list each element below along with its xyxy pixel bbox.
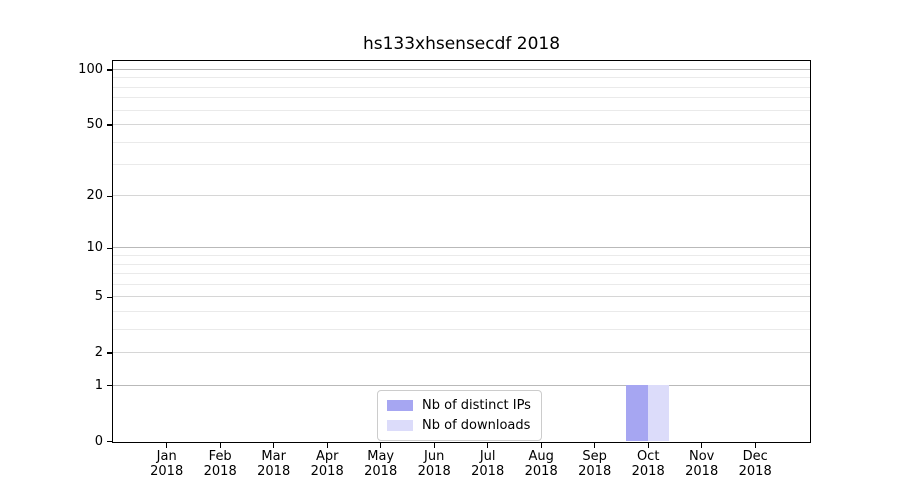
y-tick-label: 1	[94, 377, 103, 393]
x-tick-year: 2018	[417, 464, 451, 479]
gridlines-layer	[113, 61, 810, 442]
gridline-minor	[113, 86, 810, 88]
x-tick-year: 2018	[524, 464, 558, 479]
bar-downloads	[647, 385, 670, 441]
y-tick-mark	[107, 69, 112, 71]
x-tick-mark	[487, 443, 489, 448]
y-tick-mark	[107, 247, 112, 250]
x-tick-month: Nov	[689, 449, 715, 464]
x-tick-year: 2018	[738, 464, 772, 479]
x-tick-month: Oct	[636, 449, 660, 464]
x-tick-label: Dec 2018	[739, 449, 772, 479]
y-tick-label: 100	[78, 62, 103, 77]
x-tick-month: Feb	[208, 449, 232, 464]
x-tick-month: Aug	[528, 449, 554, 464]
bars-layer	[113, 61, 810, 442]
x-tick-mark	[647, 443, 649, 448]
x-tick-month: Jul	[479, 449, 496, 464]
x-tick-label: Nov 2018	[685, 449, 718, 479]
legend-entry-downloads: Nb of downloads	[387, 418, 531, 433]
x-tick-mark	[594, 443, 596, 448]
gridline-minor	[113, 283, 810, 285]
x-tick-year: 2018	[150, 464, 184, 479]
x-tick-label: Feb 2018	[204, 449, 237, 479]
gridline-minor	[113, 164, 810, 166]
x-tick-year: 2018	[631, 464, 665, 479]
x-tick-mark	[219, 443, 221, 448]
bar-distinct-ips	[626, 385, 648, 441]
x-tick-label: Mar 2018	[257, 449, 290, 479]
x-tick-mark	[701, 443, 703, 448]
x-tick-year: 2018	[364, 464, 398, 479]
x-tick-year: 2018	[578, 464, 612, 479]
x-tick-mark	[540, 443, 542, 448]
x-tick-month: Dec	[742, 449, 768, 464]
x-tick-mark	[273, 443, 275, 448]
x-tick-label: Oct 2018	[632, 449, 665, 479]
gridline-major	[113, 296, 810, 298]
x-tick-label: Apr 2018	[311, 449, 344, 479]
x-tick-year: 2018	[685, 464, 719, 479]
x-tick-mark	[380, 443, 382, 448]
y-tick-mark	[107, 195, 112, 198]
x-tick-label: May 2018	[364, 449, 397, 479]
gridline-minor	[113, 263, 810, 265]
y-tick-mark	[107, 352, 112, 354]
x-tick-year: 2018	[203, 464, 237, 479]
gridline-minor	[113, 109, 810, 111]
x-tick-label: Jun 2018	[418, 449, 451, 479]
x-tick-month: Sep	[582, 449, 607, 464]
y-tick-label: 20	[86, 188, 103, 204]
legend-label-downloads: Nb of downloads	[422, 418, 531, 433]
y-tick-label: 10	[86, 240, 103, 256]
x-tick-mark	[754, 443, 756, 448]
x-tick-label: Jul 2018	[471, 449, 504, 479]
x-tick-month: Jun	[424, 449, 445, 464]
plot-area: Nb of distinct IPs Nb of downloads	[112, 60, 811, 443]
chart-title: hs133xhsensecdf 2018	[362, 34, 561, 54]
y-tick-mark	[107, 124, 112, 126]
x-tick-mark	[326, 443, 328, 448]
x-tick-year: 2018	[471, 464, 505, 479]
y-tick-mark	[107, 296, 112, 298]
gridline-major	[113, 247, 810, 249]
gridline-major	[113, 384, 810, 386]
x-tick-month: Mar	[261, 449, 286, 464]
legend-label-distinct-ips: Nb of distinct IPs	[422, 398, 531, 413]
gridline-minor	[113, 77, 810, 79]
x-tick-month: Jan	[156, 449, 177, 464]
gridline-minor	[113, 97, 810, 99]
x-tick-year: 2018	[257, 464, 291, 479]
legend: Nb of distinct IPs Nb of downloads	[377, 390, 542, 441]
x-tick-month: May	[367, 449, 395, 464]
gridline-major	[113, 195, 810, 197]
gridline-minor	[113, 273, 810, 275]
y-tick-label: 0	[94, 433, 103, 449]
gridline-major	[113, 352, 810, 354]
y-tick-label: 2	[94, 345, 103, 361]
x-tick-label: Aug 2018	[525, 449, 558, 479]
x-tick-year: 2018	[310, 464, 344, 479]
legend-entry-distinct-ips: Nb of distinct IPs	[387, 398, 531, 413]
y-tick-mark	[107, 440, 112, 443]
x-tick-mark	[166, 443, 168, 448]
x-tick-label: Sep 2018	[578, 449, 611, 479]
gridline-major	[113, 69, 810, 70]
y-tick-label: 5	[94, 289, 103, 305]
gridline-major	[113, 124, 810, 125]
legend-swatch-distinct-ips	[387, 400, 413, 411]
gridline-minor	[113, 310, 810, 312]
gridline-minor	[113, 328, 810, 330]
gridline-minor	[113, 141, 810, 143]
y-tick-mark	[107, 385, 112, 387]
x-tick-label: Jan 2018	[150, 449, 183, 479]
x-tick-mark	[433, 443, 435, 448]
y-tick-label: 50	[86, 117, 103, 132]
gridline-minor	[113, 255, 810, 257]
x-tick-month: Apr	[315, 449, 339, 464]
legend-swatch-downloads	[387, 420, 413, 431]
